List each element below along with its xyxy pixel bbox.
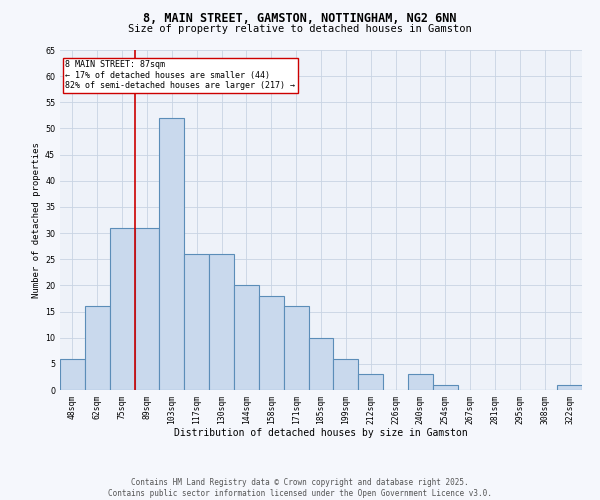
X-axis label: Distribution of detached houses by size in Gamston: Distribution of detached houses by size … bbox=[174, 428, 468, 438]
Text: Size of property relative to detached houses in Gamston: Size of property relative to detached ho… bbox=[128, 24, 472, 34]
Bar bbox=[308, 338, 334, 390]
Bar bbox=[334, 358, 358, 390]
Bar bbox=[110, 228, 134, 390]
Bar bbox=[234, 286, 259, 390]
Bar bbox=[408, 374, 433, 390]
Bar bbox=[85, 306, 110, 390]
Bar bbox=[160, 118, 184, 390]
Text: Contains HM Land Registry data © Crown copyright and database right 2025.
Contai: Contains HM Land Registry data © Crown c… bbox=[108, 478, 492, 498]
Bar bbox=[134, 228, 160, 390]
Bar bbox=[557, 385, 582, 390]
Text: 8 MAIN STREET: 87sqm
← 17% of detached houses are smaller (44)
82% of semi-detac: 8 MAIN STREET: 87sqm ← 17% of detached h… bbox=[65, 60, 295, 90]
Text: 8, MAIN STREET, GAMSTON, NOTTINGHAM, NG2 6NN: 8, MAIN STREET, GAMSTON, NOTTINGHAM, NG2… bbox=[143, 12, 457, 26]
Bar bbox=[60, 358, 85, 390]
Y-axis label: Number of detached properties: Number of detached properties bbox=[32, 142, 41, 298]
Bar bbox=[209, 254, 234, 390]
Bar bbox=[284, 306, 308, 390]
Bar bbox=[259, 296, 284, 390]
Bar bbox=[433, 385, 458, 390]
Bar bbox=[358, 374, 383, 390]
Bar bbox=[184, 254, 209, 390]
